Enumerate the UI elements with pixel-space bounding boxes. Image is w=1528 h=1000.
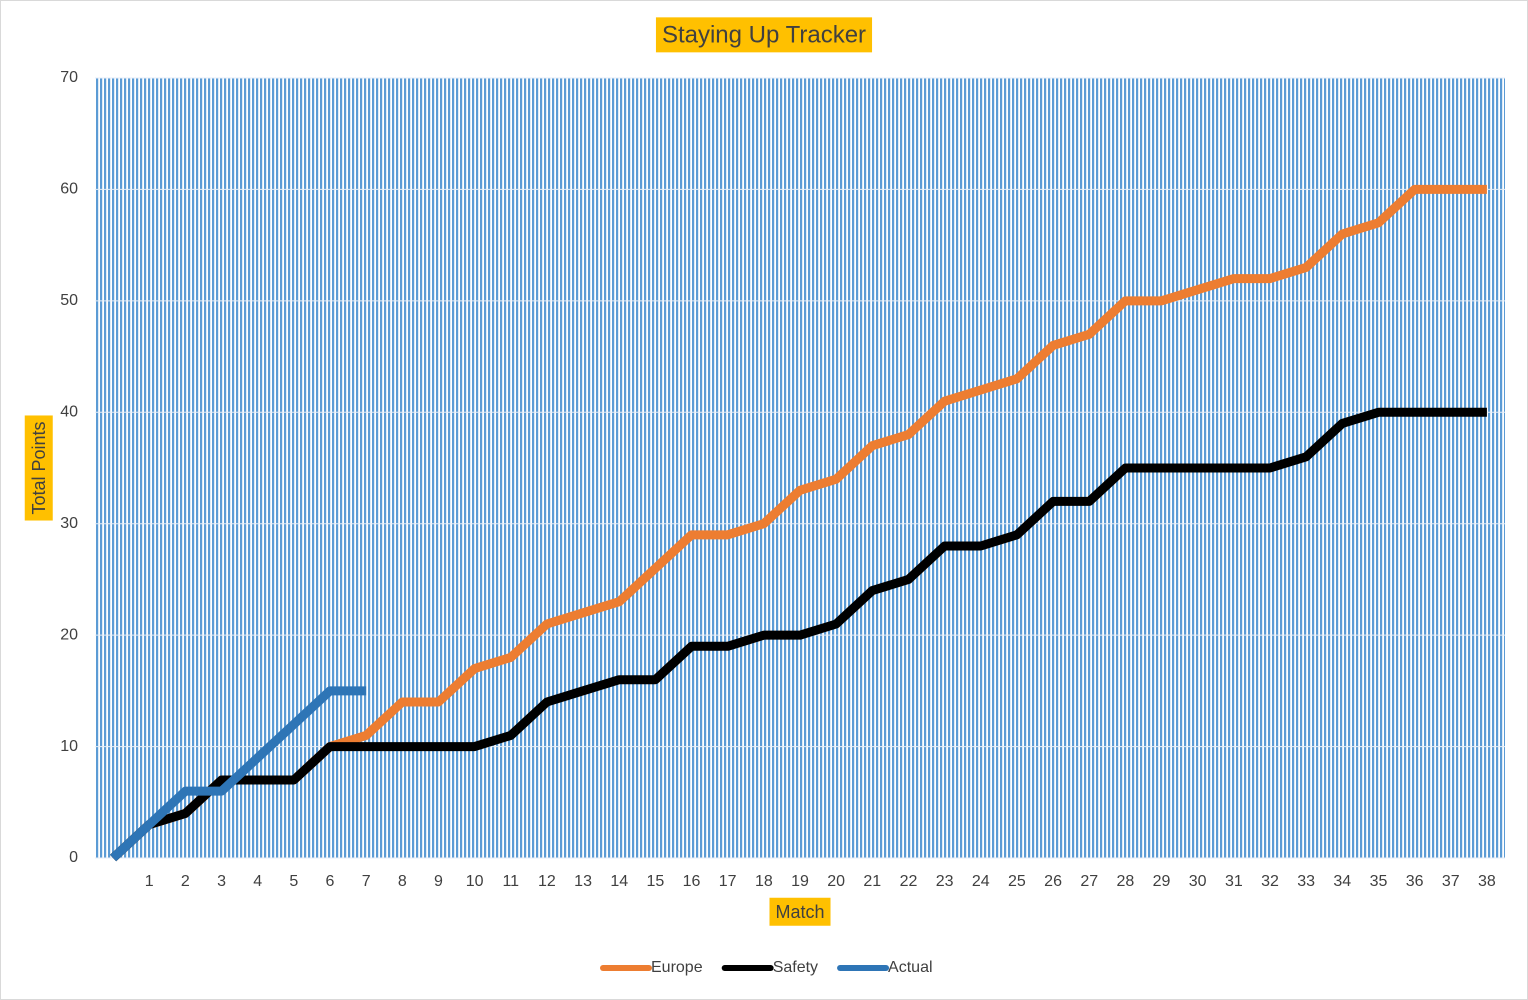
x-tick-label: 33 bbox=[1297, 873, 1315, 890]
y-axis-label: Total Points bbox=[29, 421, 49, 514]
x-tick-label: 31 bbox=[1225, 873, 1243, 890]
x-tick-label: 36 bbox=[1406, 873, 1424, 890]
series-line bbox=[110, 686, 367, 862]
x-tick-label: 5 bbox=[289, 873, 298, 890]
x-tick-label: 11 bbox=[502, 873, 519, 890]
x-tick-label: 24 bbox=[972, 873, 990, 890]
x-tick-label: 28 bbox=[1116, 873, 1134, 890]
x-tick-label: 27 bbox=[1080, 873, 1098, 890]
x-tick-label: 38 bbox=[1478, 873, 1496, 890]
label-background bbox=[24, 415, 53, 521]
x-tick-label: 6 bbox=[326, 873, 335, 890]
x-tick-label: 17 bbox=[719, 873, 737, 890]
x-tick-label: 25 bbox=[1008, 873, 1026, 890]
y-tick-label: 60 bbox=[60, 181, 78, 198]
x-tick-label: 9 bbox=[434, 873, 443, 890]
x-tick-label: 8 bbox=[398, 873, 407, 890]
x-tick-label: 1 bbox=[145, 873, 154, 890]
x-tick-label: 10 bbox=[466, 873, 484, 890]
x-tick-label: 16 bbox=[683, 873, 701, 890]
x-tick-label: 35 bbox=[1370, 873, 1388, 890]
x-tick-label: 15 bbox=[646, 873, 664, 890]
x-tick-label: 14 bbox=[610, 873, 628, 890]
x-tick-label: 23 bbox=[936, 873, 954, 890]
x-tick-label: 37 bbox=[1442, 873, 1460, 890]
y-tick-label: 40 bbox=[60, 404, 78, 421]
y-tick-label: 30 bbox=[60, 515, 78, 532]
x-tick-label: 7 bbox=[362, 873, 371, 890]
label-background bbox=[769, 897, 831, 926]
chart-title: Staying Up Tracker bbox=[662, 21, 866, 48]
x-tick-label: 3 bbox=[217, 873, 226, 890]
y-tick-label: 20 bbox=[60, 626, 78, 643]
y-tick-label: 0 bbox=[69, 849, 78, 866]
plot-area bbox=[95, 78, 1505, 858]
x-axis-label: Match bbox=[775, 902, 824, 922]
y-tick-label: 10 bbox=[60, 738, 78, 755]
x-tick-label: 4 bbox=[253, 873, 262, 890]
x-tick-label: 12 bbox=[538, 873, 556, 890]
label-background bbox=[655, 17, 873, 53]
x-tick-label: 22 bbox=[900, 873, 918, 890]
series-line bbox=[110, 407, 1487, 862]
x-tick-label: 2 bbox=[181, 873, 190, 890]
legend-label: Safety bbox=[773, 959, 818, 976]
x-tick-label: 19 bbox=[791, 873, 809, 890]
x-tick-label: 21 bbox=[863, 873, 881, 890]
x-tick-label: 18 bbox=[755, 873, 773, 890]
x-tick-label: 29 bbox=[1153, 873, 1171, 890]
x-tick-label: 32 bbox=[1261, 873, 1279, 890]
x-tick-label: 20 bbox=[827, 873, 845, 890]
legend-label: Actual bbox=[888, 959, 932, 976]
x-tick-label: 26 bbox=[1044, 873, 1062, 890]
x-tick-label: 13 bbox=[574, 873, 592, 890]
x-tick-label: 34 bbox=[1333, 873, 1351, 890]
y-tick-label: 50 bbox=[60, 292, 78, 309]
x-tick-label: 30 bbox=[1189, 873, 1207, 890]
legend-label: Europe bbox=[651, 959, 703, 976]
y-tick-label: 70 bbox=[60, 69, 78, 86]
